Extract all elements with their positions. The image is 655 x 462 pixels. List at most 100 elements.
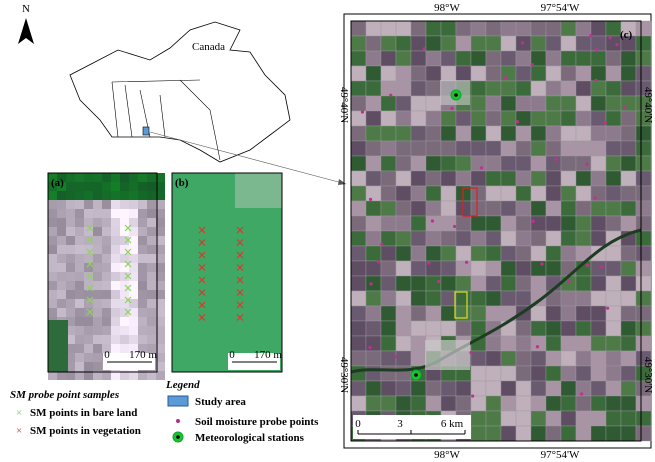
field-tile <box>366 51 381 66</box>
field-tile <box>516 126 531 141</box>
pixel <box>111 272 120 281</box>
field-tile <box>546 141 561 156</box>
pixel <box>138 218 147 227</box>
pixel <box>48 281 57 290</box>
field-tile <box>606 381 621 396</box>
field-tile <box>531 96 546 111</box>
field-tile <box>576 351 591 366</box>
field-tile <box>501 351 516 366</box>
sample-legend-title: SM probe point samples <box>10 389 119 401</box>
pixel <box>75 227 84 236</box>
field-tile <box>396 336 411 351</box>
probe-point <box>394 355 397 358</box>
pixel <box>111 344 120 353</box>
field-tile <box>426 36 441 51</box>
pixel <box>138 335 147 344</box>
north-arrow <box>18 18 34 44</box>
field-tile <box>396 111 411 126</box>
pixel <box>102 272 111 281</box>
field-tile <box>621 381 636 396</box>
field-tile <box>486 126 501 141</box>
field-tile <box>456 306 471 321</box>
north-label: N <box>22 3 30 15</box>
probe-point <box>431 219 434 222</box>
field-tile <box>546 351 561 366</box>
field-tile <box>621 51 636 66</box>
field-tile <box>516 261 531 276</box>
field-tile <box>486 366 501 381</box>
field-tile <box>411 201 426 216</box>
field-tile <box>456 51 471 66</box>
field-tile <box>366 381 381 396</box>
field-tile <box>516 321 531 336</box>
field-tile <box>486 156 501 171</box>
field-tile <box>486 231 501 246</box>
field-tile <box>516 246 531 261</box>
field-tile <box>561 291 576 306</box>
field-tile <box>396 21 411 36</box>
field-tile <box>531 231 546 246</box>
field-tile <box>591 51 606 66</box>
field-tile <box>561 96 576 111</box>
pixel <box>75 299 84 308</box>
field-tile <box>396 96 411 111</box>
pixel <box>111 218 120 227</box>
pixel <box>75 317 84 326</box>
field-tile <box>411 81 426 96</box>
field-tile <box>471 366 486 381</box>
field-tile <box>351 291 366 306</box>
probe-swatch <box>176 419 180 423</box>
field-tile <box>351 396 366 411</box>
field-tile <box>606 396 621 411</box>
probe-point <box>609 36 612 39</box>
pixel <box>147 335 156 344</box>
field-tile <box>411 291 426 306</box>
field-tile <box>366 231 381 246</box>
pixel <box>111 245 120 254</box>
probe-point <box>540 262 543 265</box>
field-tile <box>366 321 381 336</box>
field-tile <box>351 336 366 351</box>
field-tile <box>411 246 426 261</box>
field-tile <box>351 96 366 111</box>
field-tile <box>456 396 471 411</box>
field-tile <box>531 201 546 216</box>
field-tile <box>351 126 366 141</box>
pixel <box>111 191 120 200</box>
town <box>425 340 470 370</box>
legend-item: Soil moisture probe points <box>195 416 319 428</box>
field-tile <box>531 21 546 36</box>
pixel <box>84 326 93 335</box>
field-tile <box>426 171 441 186</box>
field-tile <box>621 336 636 351</box>
field-tile <box>381 51 396 66</box>
pixel <box>129 209 138 218</box>
field-tile <box>411 231 426 246</box>
pixel <box>102 254 111 263</box>
field-tile <box>516 351 531 366</box>
field-tile <box>576 366 591 381</box>
field-tile <box>411 186 426 201</box>
field-tile <box>501 261 516 276</box>
field-tile <box>546 81 561 96</box>
field-tile <box>561 156 576 171</box>
pixel <box>84 245 93 254</box>
pixel <box>138 281 147 290</box>
field-tile <box>516 291 531 306</box>
pixel <box>75 362 84 371</box>
pixel <box>129 173 138 182</box>
field-tile <box>531 171 546 186</box>
pixel <box>48 227 57 236</box>
pixel <box>129 326 138 335</box>
field-tile <box>366 96 381 111</box>
pixel <box>57 227 66 236</box>
field-tile <box>501 201 516 216</box>
field-tile <box>471 426 486 441</box>
pixel <box>102 182 111 191</box>
field-tile <box>366 276 381 291</box>
field-tile <box>591 156 606 171</box>
field-tile <box>381 276 396 291</box>
field-tile <box>426 216 441 231</box>
field-tile <box>471 351 486 366</box>
panel-a-label: (a) <box>51 177 64 189</box>
